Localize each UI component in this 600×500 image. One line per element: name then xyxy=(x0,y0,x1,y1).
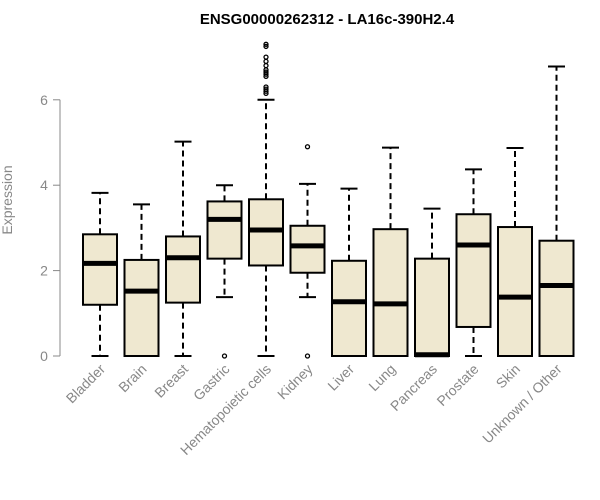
box-body xyxy=(82,233,118,306)
category-label: Prostate xyxy=(433,361,481,409)
box-prostate xyxy=(455,168,492,357)
outlier-point xyxy=(263,41,269,47)
box-skin xyxy=(497,147,533,357)
y-tick-label-4: 4 xyxy=(40,177,48,193)
category-label: Lung xyxy=(365,361,398,394)
box-pancreas xyxy=(414,207,450,358)
category-label: Breast xyxy=(151,361,191,401)
box-hematopoietic-cells xyxy=(248,41,284,357)
box-body xyxy=(372,228,409,357)
category-label: Brain xyxy=(115,361,149,395)
box-liver xyxy=(331,187,367,357)
box-body xyxy=(538,239,575,358)
box-kidney xyxy=(289,144,326,359)
y-axis: 0 2 4 6 xyxy=(40,92,61,364)
y-tick-label-0: 0 xyxy=(40,348,48,364)
box-body xyxy=(206,200,243,260)
box-bladder xyxy=(82,191,118,357)
box-brain xyxy=(123,203,160,357)
y-tick-label-2: 2 xyxy=(40,263,48,279)
outlier-point xyxy=(304,144,311,150)
box-unknown-other xyxy=(538,65,575,358)
chart-title: ENSG00000262312 - LA16c-390H2.4 xyxy=(200,11,455,28)
category-label: Kidney xyxy=(274,361,316,403)
outlier-point xyxy=(263,69,269,75)
category-label: Skin xyxy=(493,361,524,392)
outlier-point xyxy=(263,54,269,60)
outlier-point xyxy=(263,62,269,69)
category-label: Unknown / Other xyxy=(479,361,565,447)
box-body xyxy=(165,235,201,304)
box-body xyxy=(331,259,367,357)
outlier-point xyxy=(263,58,269,65)
outlier-point xyxy=(263,86,269,92)
box-lung xyxy=(372,146,409,357)
box-breast xyxy=(165,140,201,357)
box-body xyxy=(123,258,160,357)
outlier-point xyxy=(263,43,269,50)
outlier-point xyxy=(304,353,311,359)
category-label: Bladder xyxy=(63,361,109,407)
outlier-point xyxy=(221,353,228,359)
category-label: Liver xyxy=(324,361,357,394)
box-body xyxy=(414,257,450,358)
boxes-group xyxy=(82,41,575,359)
box-body xyxy=(497,226,533,357)
box-body xyxy=(455,213,492,328)
box-body xyxy=(289,224,326,274)
outlier-point xyxy=(263,84,269,90)
box-gastric xyxy=(206,184,243,359)
y-tick-label-6: 6 xyxy=(40,92,48,108)
y-axis-label: Expression xyxy=(0,165,15,234)
